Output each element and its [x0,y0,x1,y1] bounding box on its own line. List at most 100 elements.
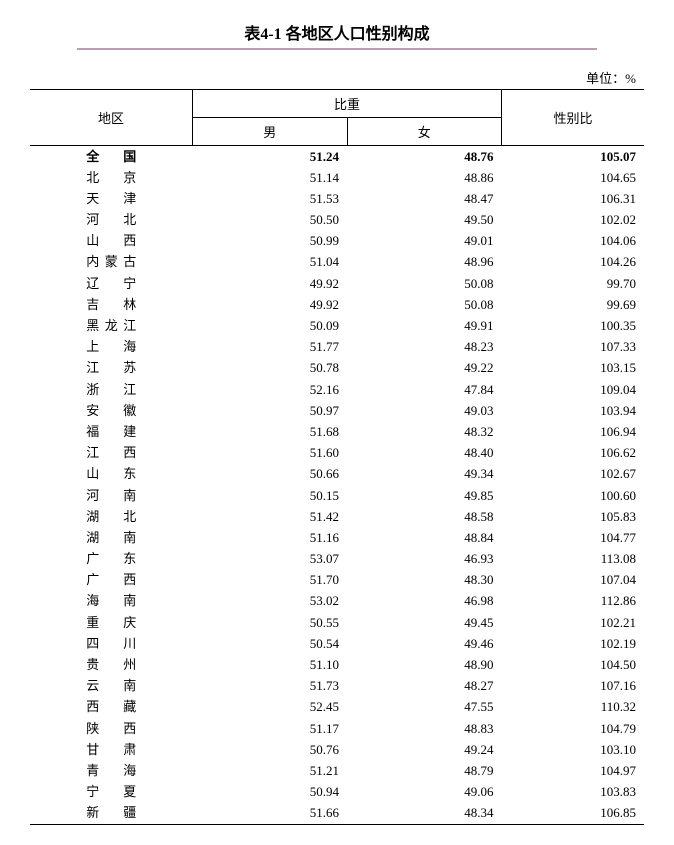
cell-female: 48.96 [347,252,502,273]
cell-ratio: 104.50 [502,655,645,676]
cell-female: 48.84 [347,527,502,548]
cell-female: 48.34 [347,803,502,825]
cell-region: 湖 南 [30,527,193,548]
cell-ratio: 104.77 [502,527,645,548]
table-row: 贵 州51.1048.90104.50 [30,655,644,676]
header-male: 男 [193,118,348,146]
table-row: 安 徽50.9749.03103.94 [30,400,644,421]
table-row: 河 南50.1549.85100.60 [30,485,644,506]
cell-female: 48.58 [347,506,502,527]
cell-male: 50.97 [193,400,348,421]
cell-region: 重 庆 [30,612,193,633]
cell-female: 47.84 [347,379,502,400]
table-row: 吉 林49.9250.0899.69 [30,294,644,315]
cell-ratio: 102.02 [502,210,645,231]
cell-region: 河 南 [30,485,193,506]
table-row: 天 津51.5348.47106.31 [30,188,644,209]
table-row: 内蒙古51.0448.96104.26 [30,252,644,273]
cell-region: 云 南 [30,676,193,697]
cell-ratio: 104.79 [502,718,645,739]
cell-ratio: 100.60 [502,485,645,506]
cell-region: 山 东 [30,464,193,485]
cell-female: 48.86 [347,167,502,188]
cell-ratio: 107.04 [502,570,645,591]
cell-region: 山 西 [30,231,193,252]
cell-male: 51.17 [193,718,348,739]
table-row: 福 建51.6848.32106.94 [30,421,644,442]
cell-female: 48.30 [347,570,502,591]
cell-region: 安 徽 [30,400,193,421]
cell-female: 49.06 [347,782,502,803]
cell-ratio: 103.15 [502,358,645,379]
cell-ratio: 106.31 [502,188,645,209]
cell-female: 48.32 [347,421,502,442]
table-row: 陕 西51.1748.83104.79 [30,718,644,739]
title-underline [77,48,597,50]
cell-male: 50.09 [193,316,348,337]
cell-male: 53.02 [193,591,348,612]
cell-male: 50.94 [193,782,348,803]
cell-ratio: 104.26 [502,252,645,273]
cell-male: 52.45 [193,697,348,718]
table-row: 辽 宁49.9250.0899.70 [30,273,644,294]
cell-ratio: 112.86 [502,591,645,612]
cell-region: 内蒙古 [30,252,193,273]
table-row: 山 西50.9949.01104.06 [30,231,644,252]
cell-male: 51.16 [193,527,348,548]
cell-region: 广 西 [30,570,193,591]
cell-male: 50.78 [193,358,348,379]
header-ratio: 性别比 [502,90,645,146]
table-row: 新 疆51.6648.34106.85 [30,803,644,825]
cell-male: 50.76 [193,739,348,760]
cell-ratio: 105.83 [502,506,645,527]
table-row: 江 苏50.7849.22103.15 [30,358,644,379]
cell-ratio: 99.69 [502,294,645,315]
cell-female: 48.27 [347,676,502,697]
table-row: 浙 江52.1647.84109.04 [30,379,644,400]
table-row: 上 海51.7748.23107.33 [30,337,644,358]
table-row: 西 藏52.4547.55110.32 [30,697,644,718]
cell-female: 48.83 [347,718,502,739]
cell-region: 甘 肃 [30,739,193,760]
cell-female: 50.08 [347,294,502,315]
cell-ratio: 104.97 [502,760,645,781]
cell-region: 海 南 [30,591,193,612]
table-row: 黑龙江50.0949.91100.35 [30,316,644,337]
cell-region: 浙 江 [30,379,193,400]
cell-male: 50.55 [193,612,348,633]
cell-female: 48.90 [347,655,502,676]
table-row: 广 东53.0746.93113.08 [30,549,644,570]
cell-female: 49.85 [347,485,502,506]
cell-female: 49.91 [347,316,502,337]
table-row: 北 京51.1448.86104.65 [30,167,644,188]
cell-male: 51.73 [193,676,348,697]
cell-region: 青 海 [30,760,193,781]
cell-region: 北 京 [30,167,193,188]
cell-male: 51.24 [193,146,348,168]
cell-male: 49.92 [193,273,348,294]
cell-ratio: 107.16 [502,676,645,697]
unit-label: 单位：% [30,68,644,87]
cell-male: 51.04 [193,252,348,273]
cell-female: 48.23 [347,337,502,358]
cell-male: 50.54 [193,633,348,654]
cell-female: 49.34 [347,464,502,485]
cell-region: 西 藏 [30,697,193,718]
cell-male: 50.99 [193,231,348,252]
cell-male: 51.14 [193,167,348,188]
cell-female: 49.03 [347,400,502,421]
table-row: 江 西51.6048.40106.62 [30,443,644,464]
cell-female: 46.98 [347,591,502,612]
cell-female: 49.01 [347,231,502,252]
cell-region: 天 津 [30,188,193,209]
header-region: 地区 [30,90,193,146]
cell-region: 广 东 [30,549,193,570]
table-row: 广 西51.7048.30107.04 [30,570,644,591]
cell-region: 四 川 [30,633,193,654]
cell-female: 49.24 [347,739,502,760]
cell-female: 47.55 [347,697,502,718]
cell-ratio: 109.04 [502,379,645,400]
cell-male: 50.66 [193,464,348,485]
cell-male: 51.68 [193,421,348,442]
cell-male: 49.92 [193,294,348,315]
